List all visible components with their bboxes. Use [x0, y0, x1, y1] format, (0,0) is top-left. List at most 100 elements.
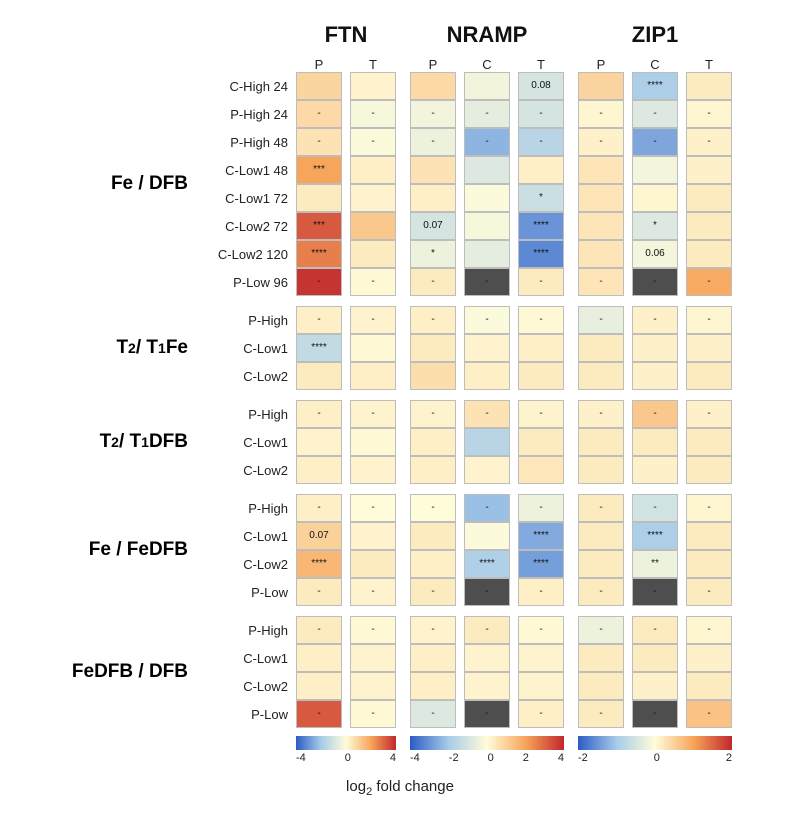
heatmap-cell: - [296, 306, 342, 334]
heatmap-cell: - [518, 700, 564, 728]
colorbar-tick: 0 [654, 752, 660, 764]
heatmap-cell: - [578, 578, 624, 606]
heatmap-cell [464, 428, 510, 456]
heatmap-cell: **** [632, 72, 678, 100]
column-header: T [518, 50, 564, 72]
column-header: P [296, 50, 342, 72]
heatmap-figure: Fe / DFBT2 / T1 FeT2 / T1 DFBFe / FeDFBF… [20, 20, 780, 798]
heatmap-cell: - [632, 400, 678, 428]
heatmap-cell: **** [518, 550, 564, 578]
heatmap-cell: - [410, 578, 456, 606]
heatmap-row: -- [296, 100, 396, 128]
heatmap-cell: - [296, 700, 342, 728]
heatmap-cell: - [350, 494, 396, 522]
row-name: P-Low [204, 700, 292, 728]
heatmap-row: -- [296, 400, 396, 428]
heatmap-cell: ** [632, 550, 678, 578]
heatmap-cell [464, 644, 510, 672]
row-name: C-Low1 [204, 428, 292, 456]
heatmap-row: **** [296, 550, 396, 578]
heatmap-cell [632, 184, 678, 212]
group-label: T2 / T1 DFB [68, 400, 198, 484]
heatmap-cell [410, 428, 456, 456]
heatmap-cell [410, 72, 456, 100]
row-name: P-High [204, 494, 292, 522]
group-label: Fe / DFB [68, 72, 198, 296]
heatmap-cell: - [518, 578, 564, 606]
heatmap-cell: - [518, 128, 564, 156]
axis-title: log2 fold change [346, 778, 454, 798]
heatmap-row [410, 672, 564, 700]
colorbar-tick: -4 [296, 752, 306, 764]
heatmap-cell: 0.06 [632, 240, 678, 268]
group-label: T2 / T1 Fe [68, 306, 198, 390]
heatmap-cell [350, 72, 396, 100]
heatmap-cell [686, 362, 732, 390]
row-name: C-Low1 48 [204, 156, 292, 184]
heatmap-row [296, 362, 396, 390]
row-name: C-Low2 72 [204, 212, 292, 240]
row-name: P-High 24 [204, 100, 292, 128]
heatmap-cell: - [518, 268, 564, 296]
heatmap-cell [578, 456, 624, 484]
heatmap-cell [518, 362, 564, 390]
heatmap-row: 0.07**** [410, 212, 564, 240]
heatmap-cell: - [578, 616, 624, 644]
heatmap-cell: - [464, 306, 510, 334]
heatmap-cell: - [686, 616, 732, 644]
heatmap-cell [686, 428, 732, 456]
heatmap-cell [632, 456, 678, 484]
heatmap-cell [578, 362, 624, 390]
heatmap-cell: - [632, 306, 678, 334]
heatmap-row [578, 184, 732, 212]
heatmap-row: --- [410, 700, 564, 728]
heatmap-cell [632, 362, 678, 390]
heatmap-cell: - [410, 400, 456, 428]
heatmap-block: --0.07****-- [296, 494, 396, 606]
heatmap-cell: - [350, 268, 396, 296]
heatmap-cell [578, 672, 624, 700]
heatmap-row [410, 334, 564, 362]
heatmap-row: 0.06 [578, 240, 732, 268]
heatmap-row [296, 184, 396, 212]
row-name: C-Low2 [204, 672, 292, 700]
heatmap-row: -- [296, 578, 396, 606]
heatmap-row [410, 456, 564, 484]
column-header: C [464, 50, 510, 72]
heatmap-row: *** [296, 212, 396, 240]
heatmap-cell: - [632, 128, 678, 156]
heatmap-cell [410, 672, 456, 700]
colorbar-tick: 4 [558, 752, 564, 764]
heatmap-cell: - [578, 268, 624, 296]
heatmap-row: -- [296, 306, 396, 334]
heatmap-cell: - [518, 616, 564, 644]
heatmap-cell: - [350, 616, 396, 644]
heatmap-row [578, 456, 732, 484]
row-name: C-High 24 [204, 72, 292, 100]
heatmap-row: **** [578, 72, 732, 100]
heatmap-cell: - [578, 400, 624, 428]
heatmap-cell: - [518, 494, 564, 522]
heatmap-cell [350, 334, 396, 362]
colorbar-tick: 2 [523, 752, 529, 764]
row-name: C-Low1 72 [204, 184, 292, 212]
heatmap-block: ------ [410, 616, 564, 728]
heatmap-block: ------ [578, 616, 732, 728]
heatmap-row [410, 428, 564, 456]
heatmap-row: -- [296, 616, 396, 644]
heatmap-row [578, 672, 732, 700]
heatmap-cell: * [632, 212, 678, 240]
heatmap-cell [686, 184, 732, 212]
heatmap-cell: - [464, 268, 510, 296]
heatmap-cell [350, 428, 396, 456]
heatmap-cell [296, 184, 342, 212]
heatmap-cell: - [296, 128, 342, 156]
heatmap-cell [296, 428, 342, 456]
heatmap-cell [350, 456, 396, 484]
column-header: T [686, 50, 732, 72]
heatmap-cell: - [686, 494, 732, 522]
heatmap-cell: - [632, 616, 678, 644]
heatmap-cell: - [410, 100, 456, 128]
heatmap-cell [518, 334, 564, 362]
heatmap-cell: * [410, 240, 456, 268]
